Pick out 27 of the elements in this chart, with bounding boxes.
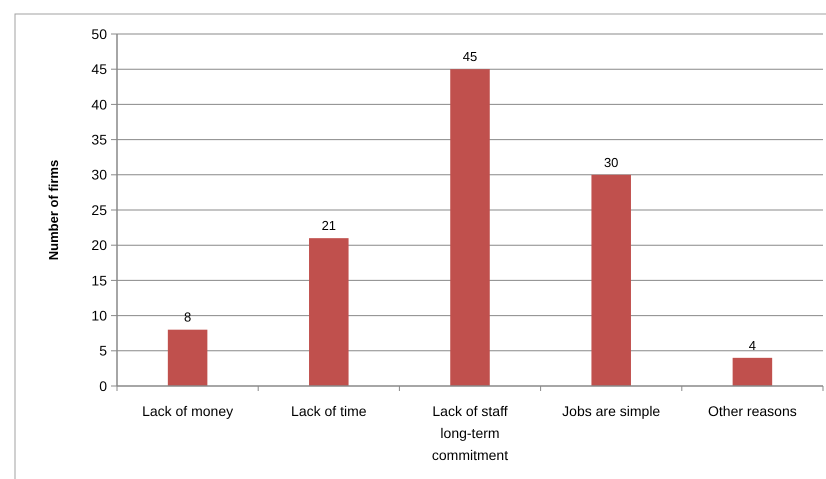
data-label: 45	[462, 49, 478, 64]
data-label: 30	[604, 154, 618, 170]
y-tick-label: 45	[91, 61, 108, 78]
y-tick-label: 50	[91, 26, 108, 42]
data-label: 4	[748, 338, 756, 353]
y-tick-label: 25	[91, 202, 108, 218]
x-tick-label: Lack of staff long-term commitment	[432, 403, 508, 463]
y-tick-label: 40	[91, 96, 108, 112]
y-tick-label: 20	[91, 237, 108, 254]
y-tick-label: 35	[91, 132, 108, 148]
data-label: 21	[322, 218, 336, 234]
y-tick-label: 15	[91, 272, 108, 288]
x-tick-label: Lack of money	[142, 403, 234, 419]
data-label: 8	[184, 310, 192, 325]
x-tick-label: Other reasons	[708, 403, 797, 419]
y-tick-label: 30	[91, 166, 108, 183]
x-tick-label: Lack of time	[291, 403, 367, 419]
bar	[732, 358, 772, 386]
bar	[591, 174, 631, 386]
bar	[450, 69, 490, 386]
x-tick-label: Jobs are simple	[562, 403, 660, 419]
y-tick-label: 0	[99, 378, 108, 394]
bar	[168, 330, 208, 386]
bar	[309, 238, 349, 386]
y-tick-label: 5	[99, 342, 108, 359]
y-tick-label: 10	[91, 308, 108, 324]
y-axis-title: Number of firms	[46, 160, 61, 260]
